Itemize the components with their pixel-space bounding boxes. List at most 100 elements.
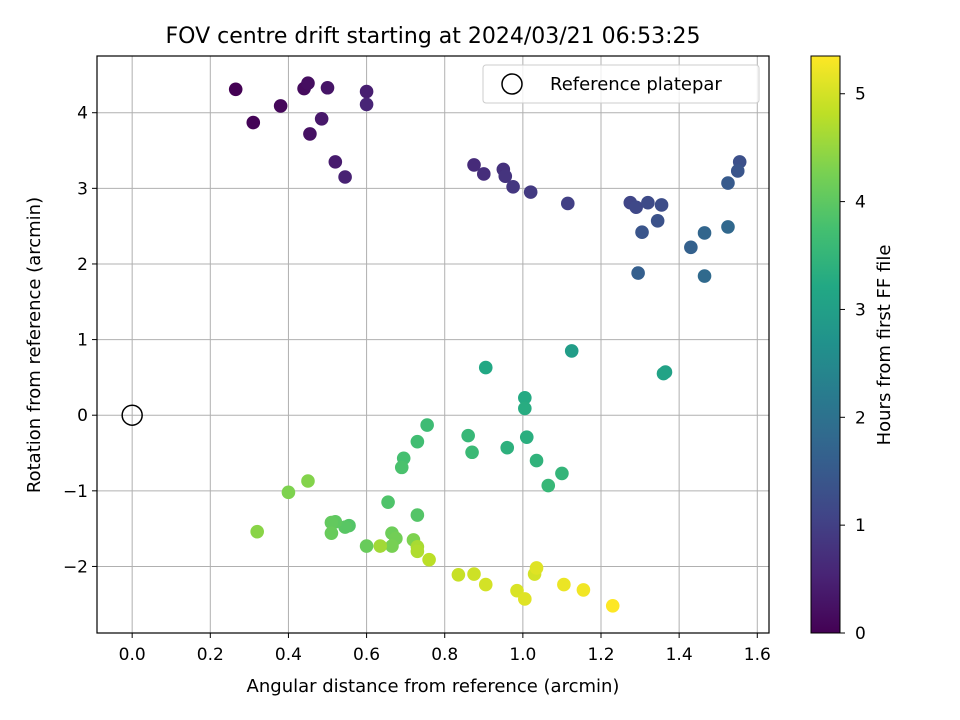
y-tick-label: −2 xyxy=(63,557,88,577)
data-point xyxy=(320,80,335,95)
y-tick-label: 1 xyxy=(77,331,88,351)
legend-label-reference: Reference platepar xyxy=(550,74,722,95)
data-point xyxy=(410,508,425,522)
x-tick-label: 1.6 xyxy=(744,645,771,665)
plot-frame xyxy=(96,55,770,634)
x-tick-label: 0.4 xyxy=(275,645,302,665)
y-tick-label: 4 xyxy=(77,104,88,124)
x-tick-label: 0.8 xyxy=(431,645,458,665)
data-point xyxy=(373,539,388,553)
data-point xyxy=(410,434,425,449)
data-point xyxy=(560,196,575,211)
data-point xyxy=(465,445,479,460)
data-point xyxy=(420,418,434,432)
colorbar xyxy=(810,55,841,634)
data-point xyxy=(629,200,643,215)
data-point xyxy=(301,474,315,488)
y-tick-label: 3 xyxy=(77,179,88,199)
data-point xyxy=(273,99,288,113)
chart-title: FOV centre drift starting at 2024/03/21 … xyxy=(166,24,701,49)
data-point xyxy=(518,592,532,606)
data-point xyxy=(422,552,436,567)
colorbar-tick-label: 5 xyxy=(855,85,866,105)
data-point xyxy=(250,524,264,539)
data-point xyxy=(529,561,544,575)
y-tick-label: −1 xyxy=(63,482,88,502)
data-point xyxy=(721,176,735,190)
data-point xyxy=(518,391,532,405)
colorbar-tick-label: 4 xyxy=(855,193,866,213)
colorbar-tick-label: 0 xyxy=(855,624,866,644)
x-tick-label: 0.6 xyxy=(353,645,380,665)
data-point xyxy=(451,567,466,582)
data-point xyxy=(385,539,399,553)
data-point xyxy=(478,577,493,592)
data-point xyxy=(359,84,374,99)
data-point xyxy=(730,164,745,178)
y-tick-label: 0 xyxy=(77,406,88,426)
data-point xyxy=(467,158,481,172)
data-point xyxy=(506,180,520,194)
data-point xyxy=(228,82,243,97)
data-point xyxy=(467,567,481,581)
legend-marker-reference xyxy=(501,73,523,95)
data-point xyxy=(529,453,544,468)
data-point xyxy=(654,198,669,212)
data-point xyxy=(461,428,475,443)
colorbar-tick-label: 2 xyxy=(855,408,866,428)
data-point xyxy=(338,170,352,184)
data-point xyxy=(523,185,538,199)
data-point xyxy=(410,544,425,559)
data-point xyxy=(631,266,645,280)
data-point xyxy=(555,466,569,481)
x-tick-label: 0.2 xyxy=(197,645,224,665)
data-point xyxy=(359,539,374,553)
data-point xyxy=(303,127,317,141)
legend-box xyxy=(482,64,760,104)
legend: Reference platepar xyxy=(482,64,760,104)
y-axis-label: Rotation from reference (arcmin) xyxy=(24,197,45,493)
x-tick-label: 1.0 xyxy=(509,645,536,665)
colorbar-ticks: 0 1 2 3 4 5 xyxy=(840,85,866,644)
data-point xyxy=(576,583,591,597)
colorbar-label: Hours from first FF file xyxy=(874,245,895,446)
colorbar-tick-label: 1 xyxy=(855,516,866,536)
data-point xyxy=(684,240,698,255)
data-point xyxy=(246,115,261,130)
data-point xyxy=(650,214,665,228)
data-point xyxy=(314,111,329,126)
data-point xyxy=(541,478,556,493)
data-point xyxy=(359,97,374,112)
reference-platepar-marker xyxy=(121,404,143,426)
x-axis-label: Angular distance from reference (arcmin) xyxy=(247,676,620,697)
y-tick-label: 2 xyxy=(77,255,88,275)
data-point xyxy=(324,515,339,530)
data-point xyxy=(476,167,491,181)
data-point xyxy=(498,169,513,184)
x-tick-label: 1.4 xyxy=(666,645,693,665)
data-point xyxy=(557,577,571,592)
data-point xyxy=(605,598,620,613)
data-point xyxy=(697,269,712,283)
data-point xyxy=(635,225,649,240)
axes: 0.0 0.2 0.4 0.6 0.8 1.0 1.2 1.4 1.6 −2 −1 0 1 2 3 4 xyxy=(63,104,771,665)
data-point xyxy=(564,344,579,358)
data-point xyxy=(519,430,534,444)
grid-lines xyxy=(97,56,769,633)
x-tick-label: 0.0 xyxy=(119,645,146,665)
data-point xyxy=(697,226,712,240)
data-point xyxy=(478,360,493,375)
data-point xyxy=(656,366,671,381)
data-point xyxy=(394,460,409,475)
x-tick-label: 1.2 xyxy=(587,645,614,665)
data-point xyxy=(301,76,315,91)
data-point xyxy=(518,401,532,416)
colorbar-tick-label: 3 xyxy=(855,300,866,320)
data-point xyxy=(721,220,735,234)
data-point xyxy=(281,485,296,500)
data-point xyxy=(641,195,655,210)
data-point xyxy=(381,495,395,509)
data-point xyxy=(324,526,339,540)
data-points xyxy=(121,76,747,613)
